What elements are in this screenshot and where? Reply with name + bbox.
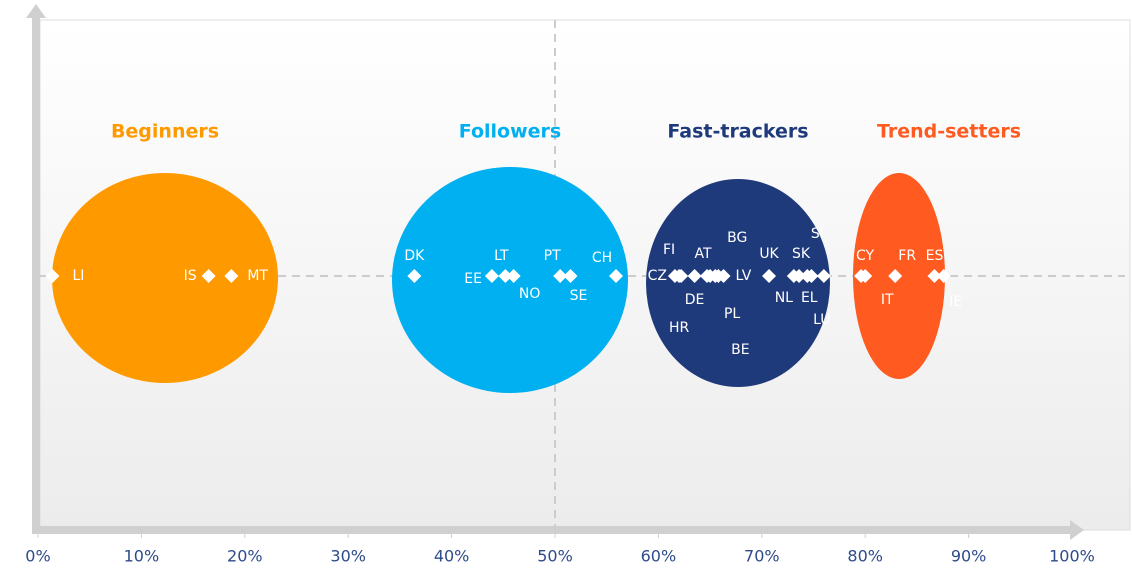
- point: [484, 269, 499, 283]
- point: [936, 269, 951, 283]
- point-label: IE: [949, 294, 962, 310]
- point: [45, 269, 60, 283]
- point-label: BG: [727, 230, 747, 246]
- point-label: FR: [898, 248, 916, 264]
- point-label: MT: [247, 268, 268, 284]
- point-label: SI: [811, 226, 824, 242]
- cluster: [392, 167, 628, 393]
- x-tick-label: 80%: [847, 547, 883, 566]
- cluster: [646, 179, 830, 387]
- point: [888, 269, 903, 283]
- point: [506, 269, 521, 283]
- point: [858, 269, 873, 283]
- point: [201, 269, 216, 283]
- point-label: BE: [731, 342, 749, 358]
- x-tick-label: 60%: [641, 547, 677, 566]
- cluster: [52, 173, 278, 383]
- point: [407, 269, 422, 283]
- x-tick-label: 0%: [25, 547, 50, 566]
- point-label: AT: [694, 246, 711, 262]
- point-label: SE: [570, 288, 588, 304]
- point: [224, 269, 239, 283]
- point: [687, 269, 702, 283]
- x-tick-label: 70%: [744, 547, 780, 566]
- point-label: DE: [685, 292, 705, 308]
- point-label: PL: [724, 306, 740, 322]
- cluster-title: Followers: [459, 121, 561, 143]
- x-tick-label: 50%: [537, 547, 573, 566]
- point-label: LV: [736, 268, 752, 284]
- point: [609, 269, 624, 283]
- point-label: NO: [519, 286, 541, 302]
- point-label: EL: [801, 290, 818, 306]
- point: [804, 269, 819, 283]
- point-label: EE: [464, 271, 482, 287]
- x-tick-label: 20%: [227, 547, 263, 566]
- point-label: NL: [775, 290, 793, 306]
- cluster-title: Trend-setters: [877, 121, 1021, 143]
- point-label: IS: [184, 268, 197, 284]
- x-tick-label: 100%: [1049, 547, 1095, 566]
- point-label: DK: [404, 248, 425, 264]
- point-label: SK: [792, 246, 811, 262]
- point: [711, 269, 726, 283]
- point: [792, 269, 807, 283]
- point-label: ES: [926, 248, 944, 264]
- point-label: LI: [72, 268, 84, 284]
- point: [498, 269, 513, 283]
- point-label: HR: [669, 320, 690, 336]
- point: [816, 269, 831, 283]
- x-tick-label: 40%: [434, 547, 470, 566]
- point: [563, 269, 578, 283]
- point-label: LU: [813, 312, 830, 328]
- point-label: CY: [856, 248, 875, 264]
- x-axis-arrow: [1070, 520, 1084, 540]
- point: [553, 269, 568, 283]
- point: [762, 269, 777, 283]
- cluster-title: Fast-trackers: [667, 121, 808, 143]
- point-label: LT: [494, 248, 509, 264]
- point-label: CZ: [648, 268, 667, 284]
- point-label: IT: [881, 292, 894, 308]
- x-tick-label: 10%: [124, 547, 160, 566]
- point: [927, 269, 942, 283]
- x-tick-label: 90%: [951, 547, 987, 566]
- point-label: PT: [544, 248, 561, 264]
- point-label: FI: [663, 242, 675, 258]
- point-label: UK: [759, 246, 779, 262]
- y-axis-arrow: [26, 4, 46, 18]
- point: [674, 269, 689, 283]
- point-label: CH: [592, 250, 612, 266]
- cluster-title: Beginners: [111, 121, 219, 143]
- x-tick-label: 30%: [330, 547, 366, 566]
